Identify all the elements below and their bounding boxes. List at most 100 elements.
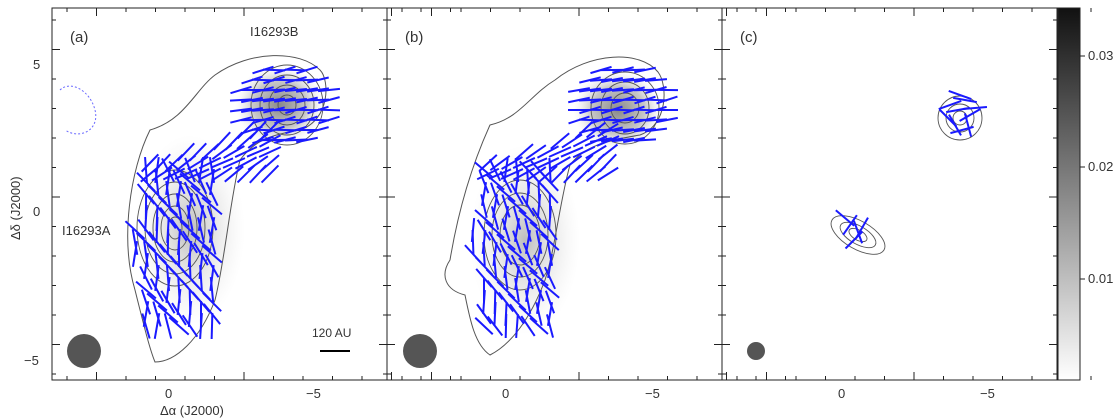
polarization-vector — [567, 87, 591, 93]
polarization-vector — [251, 108, 275, 112]
polarization-vector — [520, 195, 536, 217]
polarization-vector — [611, 137, 635, 143]
polarization-vector — [536, 157, 560, 169]
polarization-vector — [540, 281, 560, 299]
polarization-vector — [560, 146, 584, 158]
polarization-vector — [522, 242, 534, 266]
polarization-vector — [236, 132, 256, 150]
polarization-vector — [535, 302, 543, 326]
polarization-vector — [644, 127, 668, 133]
polarization-vector — [644, 118, 668, 122]
panel-a — [59, 55, 350, 368]
polarization-vector — [306, 98, 330, 102]
panel-b — [403, 56, 679, 368]
polarization-vector — [533, 278, 545, 302]
polarization-vector — [550, 132, 570, 150]
polarization-vector — [241, 96, 263, 104]
polarization-vector — [251, 97, 275, 103]
polarization-vector — [296, 136, 318, 144]
polarization-vector — [163, 313, 173, 339]
polarization-vector — [188, 252, 192, 280]
polarization-vector — [585, 144, 607, 160]
polarization-vector — [533, 254, 545, 278]
polarization-vector — [187, 155, 209, 171]
polarization-vector — [525, 181, 531, 207]
polarization-vector — [507, 245, 527, 263]
polarization-vector — [157, 196, 179, 216]
polarization-vector — [524, 290, 532, 314]
polarization-vector — [962, 105, 988, 111]
polarization-vector — [586, 165, 606, 183]
polarization-vector — [518, 209, 538, 227]
polarization-vector — [548, 146, 572, 158]
polarization-vector — [623, 127, 645, 133]
tick-marks — [52, 8, 1092, 380]
polarization-vector — [512, 206, 522, 230]
polarization-vector — [224, 165, 244, 183]
polarization-vector — [246, 146, 270, 158]
polarization-vector — [835, 209, 855, 227]
polarization-vector — [656, 95, 678, 105]
polarization-vector — [601, 76, 623, 84]
polarization-vector — [273, 108, 297, 112]
x-tick-0-b: 0 — [502, 386, 509, 401]
polarization-vector — [307, 76, 329, 84]
polarization-vector — [476, 303, 492, 325]
polarization-vector — [510, 254, 524, 278]
polarization-vector — [507, 197, 527, 215]
negative-contour — [59, 85, 97, 135]
polarization-vector — [525, 144, 547, 160]
polarization-vector — [574, 164, 594, 184]
polarization-vector — [295, 87, 319, 93]
polarization-vector — [482, 241, 486, 267]
polarization-vector — [482, 289, 486, 315]
polarization-vector — [153, 313, 161, 339]
polarization-vector — [211, 144, 233, 160]
polarization-vector — [842, 214, 858, 236]
polarization-vector — [175, 193, 183, 219]
polarization-vector — [157, 304, 179, 324]
polarization-vector — [474, 161, 494, 179]
polarization-vector — [161, 157, 175, 183]
polarization-vector — [529, 269, 549, 287]
polarization-vector — [504, 313, 508, 339]
polarization-vector — [124, 220, 146, 240]
polarization-vector — [563, 164, 581, 184]
polarization-vector — [137, 218, 155, 242]
polarization-vector — [542, 219, 558, 241]
x-tick-0-c: 0 — [838, 386, 845, 401]
polarization-vector — [531, 207, 547, 229]
polarization-vector — [193, 242, 209, 266]
polarization-vector — [529, 221, 549, 239]
polarization-vector — [493, 301, 497, 327]
polarization-vector — [485, 173, 505, 191]
panel-b-label: (b) — [405, 29, 423, 46]
polarization-vector — [496, 185, 516, 203]
polarization-vector — [183, 181, 197, 207]
polarization-vector — [155, 216, 159, 244]
polarization-vector — [186, 205, 194, 231]
polarization-vector — [260, 164, 280, 184]
polarization-vector — [490, 182, 500, 206]
colorbar-tick-002: 0.02 — [1088, 159, 1113, 174]
y-tick-5: 5 — [33, 57, 40, 72]
polarization-vector — [574, 120, 594, 140]
polarization-vector — [548, 205, 552, 231]
colorbar-ticks — [1080, 55, 1085, 280]
polarization-vector — [135, 280, 157, 300]
panel-a-label: (a) — [70, 29, 88, 46]
panel-c-frame — [721, 7, 1058, 381]
polarization-vector — [284, 87, 308, 93]
polarization-vector — [181, 314, 199, 338]
polarization-vector — [223, 145, 245, 159]
x-tick-minus5-b: −5 — [645, 386, 660, 401]
polarization-vector — [317, 108, 341, 112]
polarization-vector — [589, 87, 613, 93]
polarization-vector — [168, 316, 190, 336]
polarization-vector — [210, 312, 214, 340]
polarization-vector — [205, 181, 219, 207]
polarization-vector — [234, 146, 258, 158]
x-tick-minus5-c: −5 — [980, 386, 995, 401]
polarization-vector — [622, 68, 646, 72]
